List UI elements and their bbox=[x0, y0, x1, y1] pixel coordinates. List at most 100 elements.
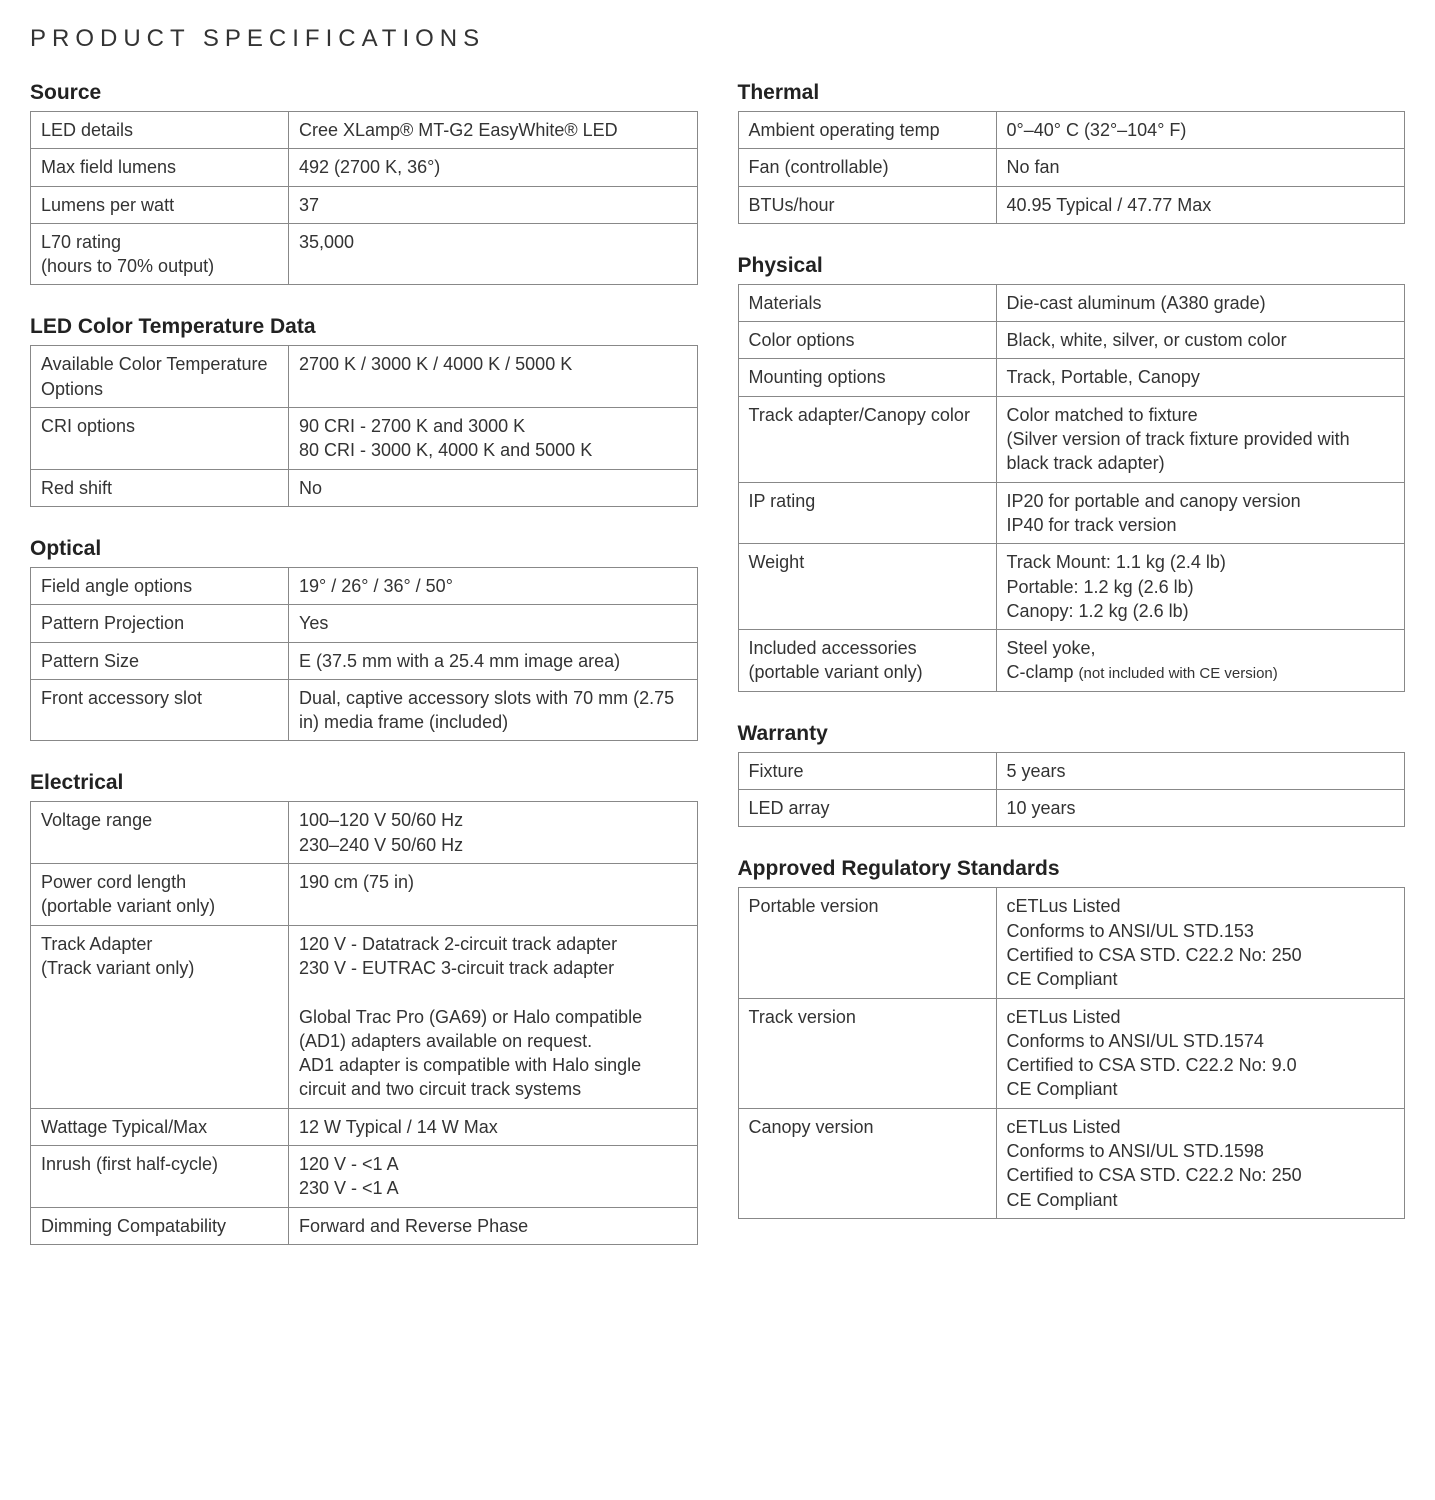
spec-label: Inrush (first half-cycle) bbox=[31, 1146, 289, 1208]
spec-value: 90 CRI - 2700 K and 3000 K80 CRI - 3000 … bbox=[289, 408, 698, 470]
spec-label: Materials bbox=[738, 284, 996, 321]
spec-label: CRI options bbox=[31, 408, 289, 470]
spec-table: Field angle options19° / 26° / 36° / 50°… bbox=[30, 567, 698, 741]
spec-label: Max field lumens bbox=[31, 149, 289, 186]
section-title: Warranty bbox=[738, 722, 1406, 746]
spec-value: 40.95 Typical / 47.77 Max bbox=[996, 186, 1405, 223]
spec-label: Included accessories(portable variant on… bbox=[738, 630, 996, 692]
spec-label: Fan (controllable) bbox=[738, 149, 996, 186]
spec-label: Canopy version bbox=[738, 1108, 996, 1218]
spec-table: Fixture5 yearsLED array10 years bbox=[738, 752, 1406, 828]
table-row: Track adapter/Canopy colorColor matched … bbox=[738, 396, 1405, 482]
table-row: Wattage Typical/Max12 W Typical / 14 W M… bbox=[31, 1108, 698, 1145]
table-row: WeightTrack Mount: 1.1 kg (2.4 lb)Portab… bbox=[738, 544, 1405, 630]
spec-table: Voltage range100–120 V 50/60 Hz230–240 V… bbox=[30, 801, 698, 1244]
spec-value: IP20 for portable and canopy versionIP40… bbox=[996, 482, 1405, 544]
spec-label: Power cord length(portable variant only) bbox=[31, 864, 289, 926]
spec-label: Mounting options bbox=[738, 359, 996, 396]
table-row: Mounting optionsTrack, Portable, Canopy bbox=[738, 359, 1405, 396]
spec-label: IP rating bbox=[738, 482, 996, 544]
spec-value: E (37.5 mm with a 25.4 mm image area) bbox=[289, 642, 698, 679]
spec-value: cETLus ListedConforms to ANSI/UL STD.159… bbox=[996, 1108, 1405, 1218]
spec-value: Color matched to fixture(Silver version … bbox=[996, 396, 1405, 482]
spec-label: Weight bbox=[738, 544, 996, 630]
table-row: Power cord length(portable variant only)… bbox=[31, 864, 698, 926]
spec-label: LED details bbox=[31, 112, 289, 149]
table-row: MaterialsDie-cast aluminum (A380 grade) bbox=[738, 284, 1405, 321]
table-row: Inrush (first half-cycle)120 V - <1 A230… bbox=[31, 1146, 698, 1208]
spec-value: Track Mount: 1.1 kg (2.4 lb)Portable: 1.… bbox=[996, 544, 1405, 630]
table-row: Field angle options19° / 26° / 36° / 50° bbox=[31, 567, 698, 604]
spec-value: Track, Portable, Canopy bbox=[996, 359, 1405, 396]
table-row: IP ratingIP20 for portable and canopy ve… bbox=[738, 482, 1405, 544]
spec-value: No fan bbox=[996, 149, 1405, 186]
section-title: Optical bbox=[30, 537, 698, 561]
table-row: CRI options90 CRI - 2700 K and 3000 K80 … bbox=[31, 408, 698, 470]
table-row: Portable versioncETLus ListedConforms to… bbox=[738, 888, 1405, 998]
spec-label: Track adapter/Canopy color bbox=[738, 396, 996, 482]
table-row: LED array10 years bbox=[738, 790, 1405, 827]
spec-value: 0°–40° C (32°–104° F) bbox=[996, 112, 1405, 149]
spec-value: Cree XLamp® MT-G2 EasyWhite® LED bbox=[289, 112, 698, 149]
table-row: Pattern SizeE (37.5 mm with a 25.4 mm im… bbox=[31, 642, 698, 679]
spec-label: Lumens per watt bbox=[31, 186, 289, 223]
spec-label: Portable version bbox=[738, 888, 996, 998]
spec-value: 5 years bbox=[996, 752, 1405, 789]
spec-table: MaterialsDie-cast aluminum (A380 grade)C… bbox=[738, 284, 1406, 692]
spec-table: Ambient operating temp0°–40° C (32°–104°… bbox=[738, 111, 1406, 224]
spec-label: Red shift bbox=[31, 469, 289, 506]
spec-value: 190 cm (75 in) bbox=[289, 864, 698, 926]
spec-value: cETLus ListedConforms to ANSI/UL STD.153… bbox=[996, 888, 1405, 998]
table-row: Dimming CompatabilityForward and Reverse… bbox=[31, 1207, 698, 1244]
spec-value: 12 W Typical / 14 W Max bbox=[289, 1108, 698, 1145]
section-title: LED Color Temperature Data bbox=[30, 315, 698, 339]
table-row: Fan (controllable)No fan bbox=[738, 149, 1405, 186]
spec-label: Color options bbox=[738, 322, 996, 359]
spec-label: Available Color Temperature Options bbox=[31, 346, 289, 408]
table-row: Pattern ProjectionYes bbox=[31, 605, 698, 642]
table-row: Voltage range100–120 V 50/60 Hz230–240 V… bbox=[31, 802, 698, 864]
spec-label: Track Adapter(Track variant only) bbox=[31, 925, 289, 1108]
table-row: Red shiftNo bbox=[31, 469, 698, 506]
spec-value: 492 (2700 K, 36°) bbox=[289, 149, 698, 186]
spec-label: BTUs/hour bbox=[738, 186, 996, 223]
table-row: Front accessory slotDual, captive access… bbox=[31, 679, 698, 741]
spec-table: LED detailsCree XLamp® MT-G2 EasyWhite® … bbox=[30, 111, 698, 285]
spec-label: Front accessory slot bbox=[31, 679, 289, 741]
spec-value: 2700 K / 3000 K / 4000 K / 5000 K bbox=[289, 346, 698, 408]
spec-label: L70 rating(hours to 70% output) bbox=[31, 223, 289, 285]
spec-value: Yes bbox=[289, 605, 698, 642]
table-row: LED detailsCree XLamp® MT-G2 EasyWhite® … bbox=[31, 112, 698, 149]
spec-value: Forward and Reverse Phase bbox=[289, 1207, 698, 1244]
spec-value: 37 bbox=[289, 186, 698, 223]
spec-value: 35,000 bbox=[289, 223, 698, 285]
spec-value: Dual, captive accessory slots with 70 mm… bbox=[289, 679, 698, 741]
spec-label: Voltage range bbox=[31, 802, 289, 864]
spec-value: 120 V - Datatrack 2-circuit track adapte… bbox=[289, 925, 698, 1108]
spec-label: Dimming Compatability bbox=[31, 1207, 289, 1244]
table-row: Available Color Temperature Options2700 … bbox=[31, 346, 698, 408]
spec-label: Pattern Size bbox=[31, 642, 289, 679]
spec-label: Wattage Typical/Max bbox=[31, 1108, 289, 1145]
spec-label: Ambient operating temp bbox=[738, 112, 996, 149]
spec-value: 120 V - <1 A230 V - <1 A bbox=[289, 1146, 698, 1208]
spec-table: Portable versioncETLus ListedConforms to… bbox=[738, 887, 1406, 1219]
spec-label: Track version bbox=[738, 998, 996, 1108]
spec-value: No bbox=[289, 469, 698, 506]
table-row: Ambient operating temp0°–40° C (32°–104°… bbox=[738, 112, 1405, 149]
spec-label: Fixture bbox=[738, 752, 996, 789]
spec-label: LED array bbox=[738, 790, 996, 827]
columns-wrapper: Source LED detailsCree XLamp® MT-G2 EasyW… bbox=[30, 81, 1405, 1245]
spec-value: 10 years bbox=[996, 790, 1405, 827]
spec-value: Die-cast aluminum (A380 grade) bbox=[996, 284, 1405, 321]
table-row: L70 rating(hours to 70% output)35,000 bbox=[31, 223, 698, 285]
table-row: Included accessories(portable variant on… bbox=[738, 630, 1405, 692]
spec-value: 100–120 V 50/60 Hz230–240 V 50/60 Hz bbox=[289, 802, 698, 864]
table-row: Track versioncETLus ListedConforms to AN… bbox=[738, 998, 1405, 1108]
spec-value: Black, white, silver, or custom color bbox=[996, 322, 1405, 359]
section-title: Physical bbox=[738, 254, 1406, 278]
section-title: Source bbox=[30, 81, 698, 105]
table-row: Canopy versioncETLus ListedConforms to A… bbox=[738, 1108, 1405, 1218]
spec-value: 19° / 26° / 36° / 50° bbox=[289, 567, 698, 604]
right-column: ThermalAmbient operating temp0°–40° C (3… bbox=[738, 81, 1406, 1245]
